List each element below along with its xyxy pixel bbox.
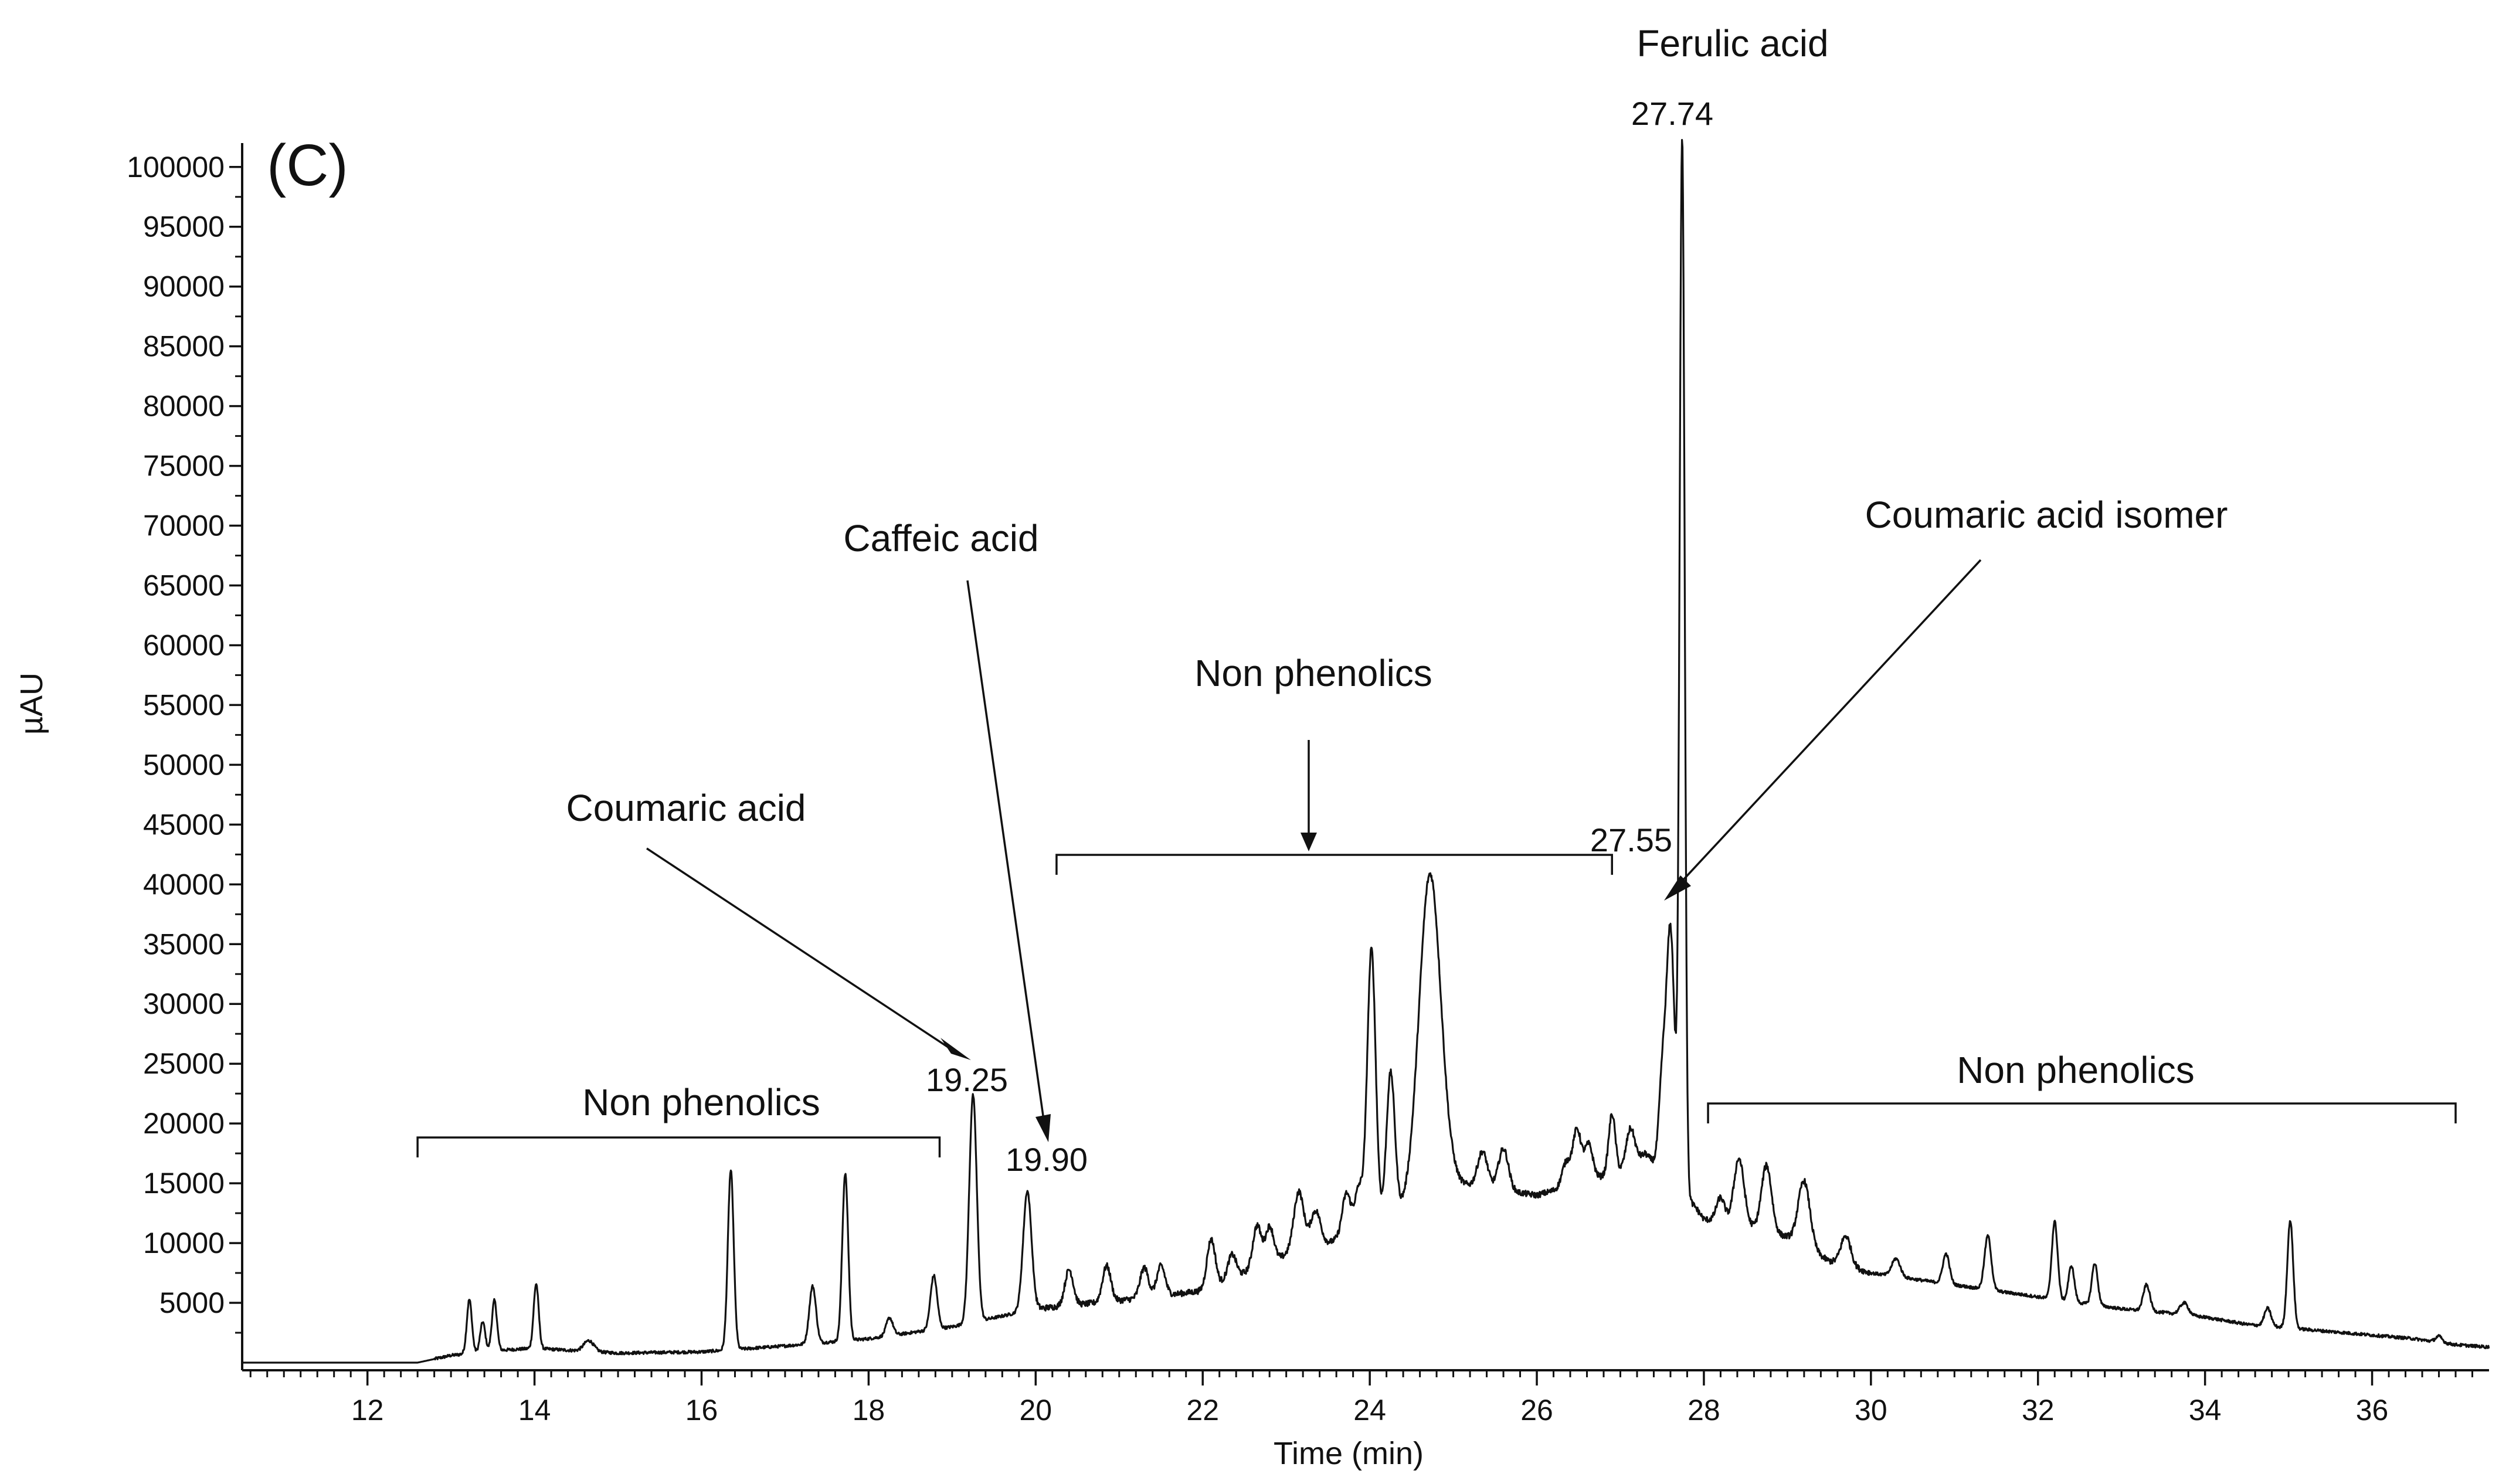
x-axis-ticks: 12 14 16 18 20 22 24 26 28 30 32 34 36 bbox=[249, 1370, 2474, 1427]
y-axis-ticks: 5000 10000 15000 20000 25000 30000 35000 40000 4… bbox=[127, 151, 242, 1334]
rt-label-19-90: 19.90 bbox=[1006, 1141, 1088, 1178]
y-tick-label: 60000 bbox=[143, 629, 225, 661]
rt-label-27-74: 27.74 bbox=[1631, 95, 1713, 132]
annotation-caffeic-acid: Caffeic acid bbox=[843, 517, 1038, 559]
annotation-coumaric-acid: Coumaric acid bbox=[566, 787, 806, 829]
y-tick-label: 100000 bbox=[127, 151, 225, 184]
y-tick-label: 75000 bbox=[143, 450, 225, 483]
x-tick-label: 36 bbox=[2356, 1394, 2389, 1427]
y-tick-label: 95000 bbox=[143, 210, 225, 243]
bracket-label-non-phenolics-3: Non phenolics bbox=[1957, 1049, 2195, 1091]
panel-label: (C) bbox=[267, 133, 348, 198]
y-tick-label: 20000 bbox=[143, 1107, 225, 1140]
caffeic-acid-arrow-head bbox=[1035, 1114, 1051, 1142]
annotation-coumaric-acid-isomer: Coumaric acid isomer bbox=[1865, 494, 2228, 536]
y-tick-label: 45000 bbox=[143, 808, 225, 841]
y-tick-label: 35000 bbox=[143, 928, 225, 960]
caffeic-acid-arrow-line bbox=[966, 580, 1045, 1120]
x-tick-label: 16 bbox=[685, 1394, 718, 1427]
y-tick-label: 10000 bbox=[143, 1227, 225, 1259]
y-tick-label: 80000 bbox=[143, 390, 225, 423]
rt-label-27-55: 27.55 bbox=[1590, 821, 1672, 858]
x-tick-label: 22 bbox=[1186, 1394, 1219, 1427]
y-tick-label: 5000 bbox=[159, 1286, 225, 1319]
y-tick-label: 90000 bbox=[143, 270, 225, 303]
bracket-arrow-head bbox=[1301, 833, 1317, 851]
y-tick-label: 15000 bbox=[143, 1167, 225, 1200]
bracket-label-non-phenolics-1: Non phenolics bbox=[582, 1081, 820, 1123]
coumaric-isomer-arrow-line bbox=[1677, 559, 1982, 887]
x-tick-label: 34 bbox=[2189, 1394, 2222, 1427]
y-tick-label: 70000 bbox=[143, 510, 225, 542]
rt-label-19-25: 19.25 bbox=[926, 1061, 1008, 1098]
x-tick-label: 32 bbox=[2022, 1394, 2055, 1427]
bracket-non-phenolics-3 bbox=[1707, 1102, 2457, 1123]
annotation-ferulic-acid: Ferulic acid bbox=[1636, 22, 1828, 64]
x-tick-label: 18 bbox=[853, 1394, 885, 1427]
bracket-label-non-phenolics-2: Non phenolics bbox=[1194, 652, 1432, 694]
x-tick-label: 24 bbox=[1353, 1394, 1386, 1427]
chromatogram-trace bbox=[242, 139, 2490, 1364]
coumaric-acid-arrow-head bbox=[940, 1038, 971, 1060]
y-tick-label: 85000 bbox=[143, 330, 225, 363]
x-tick-label: 14 bbox=[518, 1394, 551, 1427]
y-tick-label: 40000 bbox=[143, 868, 225, 901]
y-tick-label: 50000 bbox=[143, 748, 225, 781]
x-tick-label: 20 bbox=[1019, 1394, 1052, 1427]
y-axis-title: µAU bbox=[14, 673, 49, 735]
y-tick-label: 65000 bbox=[143, 569, 225, 602]
y-tick-label: 55000 bbox=[143, 688, 225, 721]
coumaric-acid-arrow-line bbox=[646, 847, 950, 1050]
y-tick-label: 30000 bbox=[143, 987, 225, 1020]
y-tick-label: 25000 bbox=[143, 1047, 225, 1080]
x-tick-label: 12 bbox=[351, 1394, 384, 1427]
x-tick-label: 26 bbox=[1520, 1394, 1553, 1427]
bracket-non-phenolics-1 bbox=[416, 1136, 941, 1157]
x-axis-title: Time (min) bbox=[1274, 1436, 1424, 1471]
x-tick-label: 30 bbox=[1855, 1394, 1887, 1427]
bracket-non-phenolics-2 bbox=[1055, 854, 1613, 875]
x-tick-label: 28 bbox=[1687, 1394, 1720, 1427]
coumaric-isomer-arrow-head bbox=[1664, 875, 1691, 901]
